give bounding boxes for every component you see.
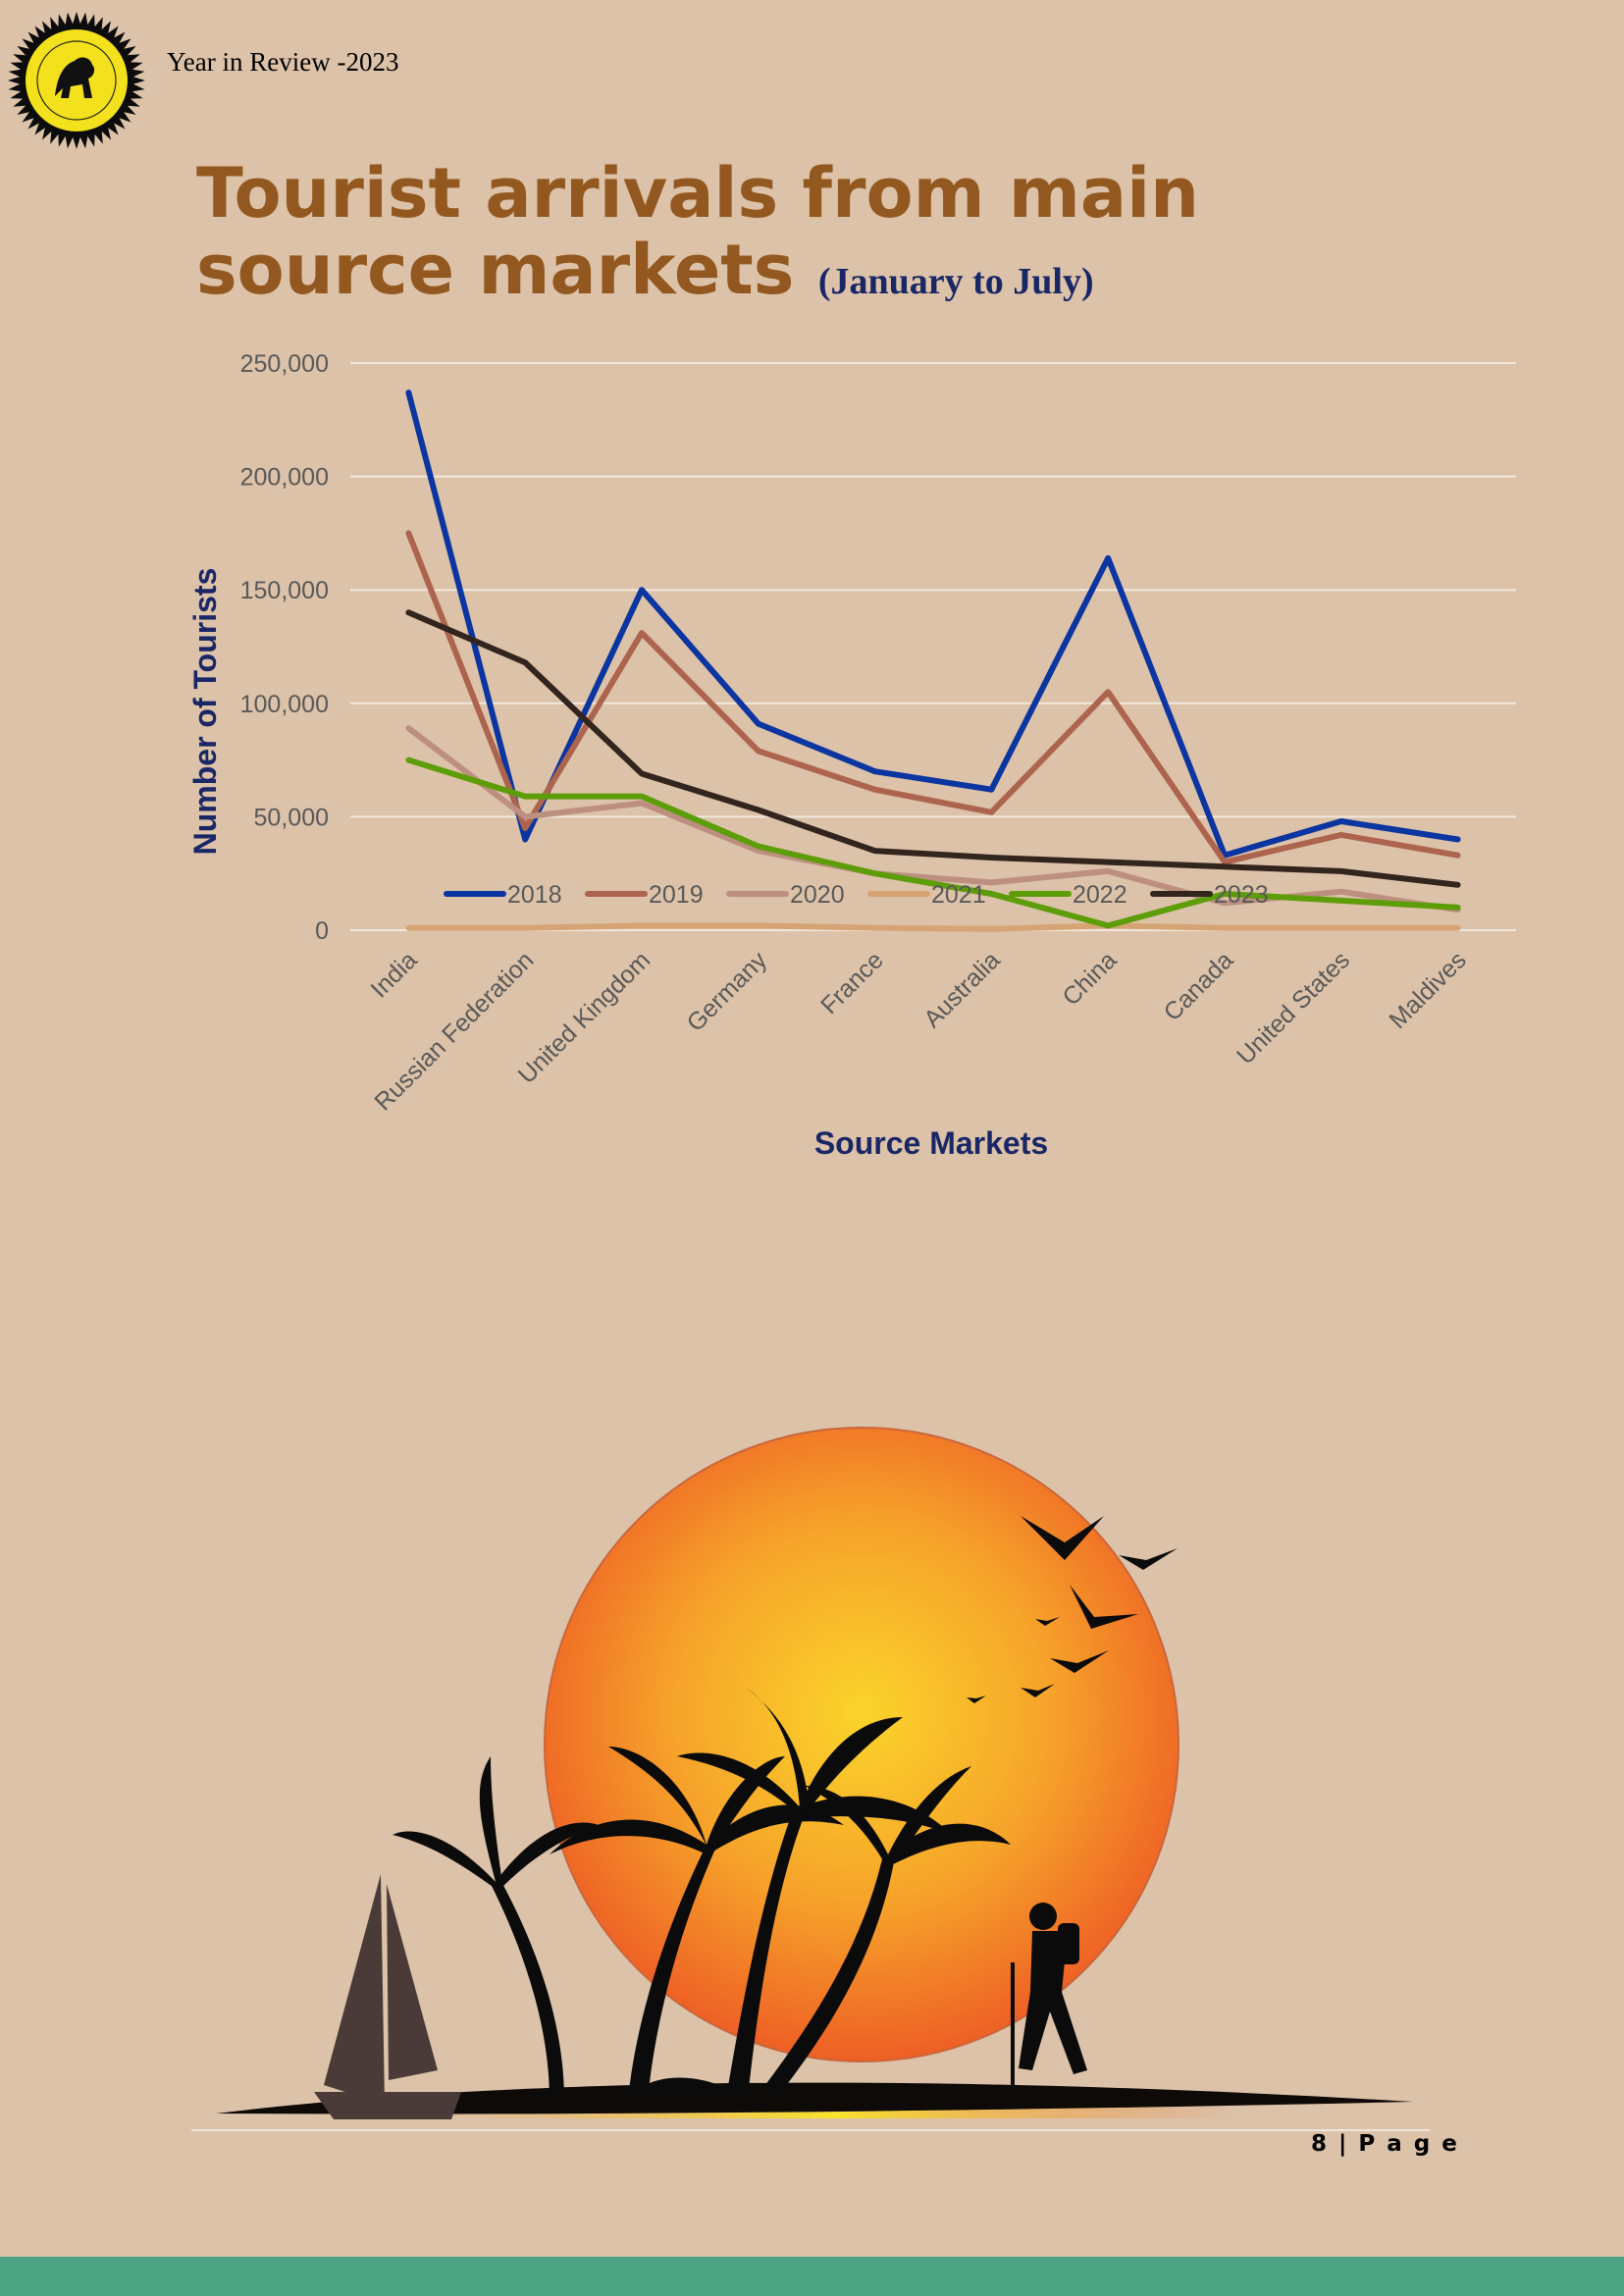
y-tick-label: 200,000: [240, 464, 329, 492]
bottom-band: [0, 2257, 1624, 2296]
x-tick-label: China: [1057, 946, 1122, 1011]
y-axis-ticks: 0 50,000 100,000 150,000 200,000 250,000: [240, 350, 329, 945]
birds-icon: [967, 1516, 1178, 1703]
page-title: Tourist arrivals from main source market…: [196, 155, 1472, 320]
legend-label-2022: 2022: [1073, 881, 1127, 909]
x-tick-label: France: [815, 946, 889, 1019]
legend-label-2018: 2018: [507, 881, 562, 909]
hiker-icon: [1011, 1903, 1087, 2090]
chart-legend: 2018 2019 2020 2021 2022 2023: [444, 881, 1269, 909]
x-tick-label: India: [366, 946, 423, 1003]
sailboat-icon: [314, 1874, 461, 2119]
series-line-2019: [405, 530, 1461, 865]
y-tick-label: 250,000: [240, 350, 329, 378]
legend-label-2021: 2021: [931, 881, 986, 909]
chart-series: [405, 390, 1461, 932]
sunset-illustration: [216, 1427, 1413, 2119]
x-tick-label: Maldives: [1384, 946, 1472, 1034]
emblem-logo: [8, 12, 145, 149]
page-number: 8 | P a g e: [1311, 2131, 1459, 2157]
x-axis-label: Source Markets: [814, 1125, 1048, 1161]
x-tick-label: United States: [1231, 946, 1355, 1070]
chart-gridlines: [350, 362, 1516, 931]
y-tick-label: 0: [315, 917, 329, 945]
y-tick-label: 100,000: [240, 691, 329, 718]
legend-label-2020: 2020: [790, 881, 845, 909]
palm-trees-icon: [393, 1688, 1011, 2100]
island-shape: [216, 2082, 1413, 2114]
series-line-2022: [405, 757, 1461, 929]
x-tick-label: Australia: [918, 946, 1006, 1033]
title-sub: (January to July): [817, 261, 1094, 302]
x-tick-label: Germany: [682, 946, 773, 1037]
series-line-2018: [405, 390, 1461, 859]
legend-label-2023: 2023: [1214, 881, 1269, 909]
y-axis-label: Number of Tourists: [187, 568, 223, 856]
title-main: Tourist arrivals from main source market…: [196, 153, 1199, 310]
y-tick-label: 50,000: [254, 804, 329, 831]
legend-label-2019: 2019: [649, 881, 704, 909]
lion-icon: [55, 57, 95, 98]
y-tick-label: 150,000: [240, 577, 329, 604]
line-chart: 0 50,000 100,000 150,000 200,000 250,000 Indi…: [187, 350, 1516, 1161]
footer-rule: [191, 2129, 1430, 2131]
header-title: Year in Review -2023: [167, 47, 399, 77]
series-line-2021: [405, 922, 1461, 932]
x-tick-label: Canada: [1159, 946, 1239, 1026]
series-line-2023: [405, 609, 1461, 888]
